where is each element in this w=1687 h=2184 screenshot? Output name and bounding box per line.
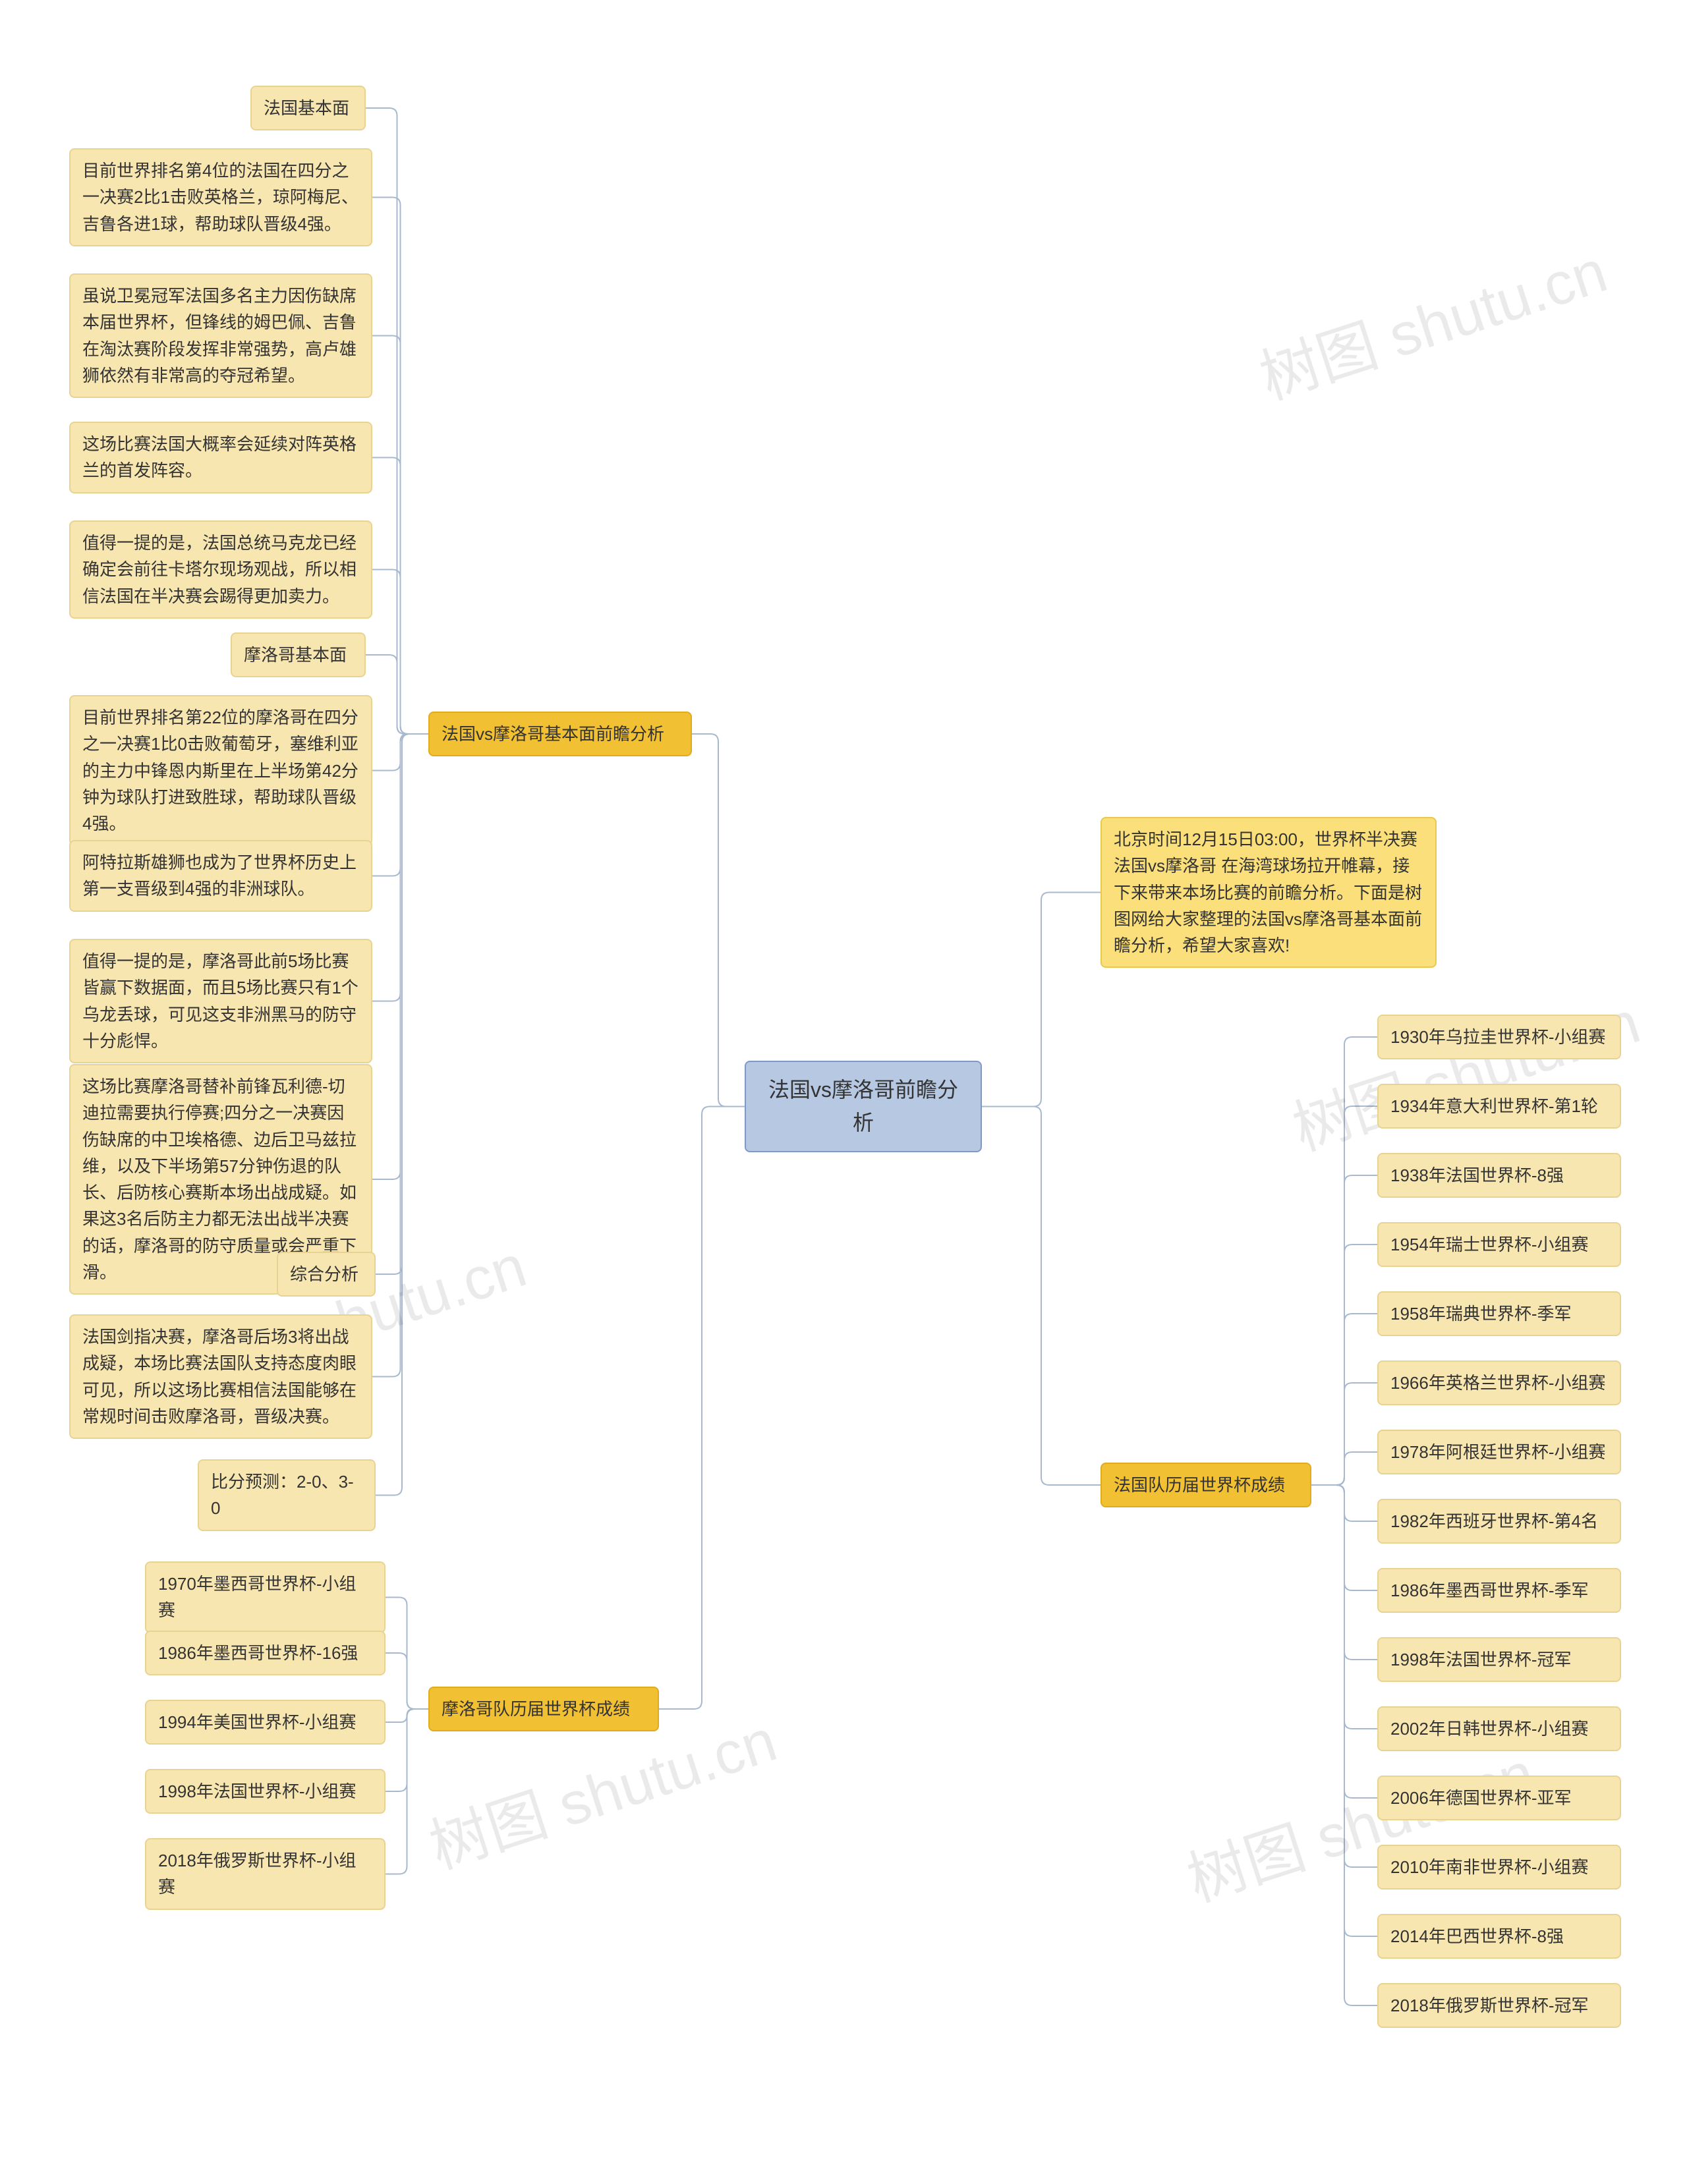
connector xyxy=(372,458,428,735)
connector xyxy=(1311,1485,1377,2005)
connector xyxy=(1311,1037,1377,1485)
connector xyxy=(372,734,428,1377)
mindmap-node-b-mo-head: 摩洛哥基本面 xyxy=(231,632,366,677)
connector xyxy=(1311,1383,1377,1485)
connector xyxy=(372,734,428,1179)
mindmap-node-fr-1998: 1998年法国世界杯-冠军 xyxy=(1377,1637,1621,1682)
mindmap-node-morocco-hist: 摩洛哥队历届世界杯成绩 xyxy=(428,1687,659,1731)
connector xyxy=(386,1709,428,1791)
mindmap-node-b-score: 比分预测：2-0、3-0 xyxy=(198,1459,376,1531)
mindmap-node-b-mo-3: 值得一提的是，摩洛哥此前5场比赛皆赢下数据面，而且5场比赛只有1个乌龙丢球，可见… xyxy=(69,939,372,1063)
mindmap-node-b-comp-head: 综合分析 xyxy=(277,1252,376,1297)
connector xyxy=(372,570,428,735)
connector xyxy=(1311,1314,1377,1485)
mindmap-node-fr-1934: 1934年意大利世界杯-第1轮 xyxy=(1377,1084,1621,1129)
mindmap-node-fr-1978: 1978年阿根廷世界杯-小组赛 xyxy=(1377,1430,1621,1474)
mindmap-node-mo-1998: 1998年法国世界杯-小组赛 xyxy=(145,1769,386,1814)
connector xyxy=(1311,1485,1377,1729)
connector xyxy=(1311,1106,1377,1485)
mindmap-node-b-fr-1: 目前世界排名第4位的法国在四分之一决赛2比1击败英格兰，琼阿梅尼、吉鲁各进1球，… xyxy=(69,148,372,246)
mindmap-node-fr-2014: 2014年巴西世界杯-8强 xyxy=(1377,1914,1621,1959)
connector xyxy=(386,1653,428,1709)
connector xyxy=(1311,1485,1377,1590)
connector xyxy=(372,734,428,876)
mindmap-node-fr-1986: 1986年墨西哥世界杯-季军 xyxy=(1377,1568,1621,1613)
mindmap-node-fr-1982: 1982年西班牙世界杯-第4名 xyxy=(1377,1499,1621,1544)
mindmap-node-fr-2006: 2006年德国世界杯-亚军 xyxy=(1377,1776,1621,1820)
connector xyxy=(1311,1485,1377,1521)
mindmap-node-fr-1938: 1938年法国世界杯-8强 xyxy=(1377,1153,1621,1198)
connector xyxy=(1311,1245,1377,1485)
mindmap-node-fr-1930: 1930年乌拉圭世界杯-小组赛 xyxy=(1377,1015,1621,1059)
connector xyxy=(372,734,428,771)
mindmap-node-intro: 北京时间12月15日03:00，世界杯半决赛 法国vs摩洛哥 在海湾球场拉开帷幕… xyxy=(1101,817,1437,968)
connector xyxy=(1311,1485,1377,1798)
connector xyxy=(386,1598,428,1710)
connector xyxy=(386,1709,428,1722)
connector xyxy=(386,1709,428,1874)
connector xyxy=(982,893,1101,1107)
mindmap-node-b-fr-2: 虽说卫冕冠军法国多名主力因伤缺席本届世界杯，但锋线的姆巴佩、吉鲁在淘汰赛阶段发挥… xyxy=(69,273,372,398)
connector xyxy=(366,655,428,734)
mindmap-node-mo-1970: 1970年墨西哥世界杯-小组赛 xyxy=(145,1561,386,1633)
mindmap-node-fr-2010: 2010年南非世界杯-小组赛 xyxy=(1377,1845,1621,1890)
mindmap-node-fr-2018: 2018年俄罗斯世界杯-冠军 xyxy=(1377,1983,1621,2028)
mindmap-node-mo-1994: 1994年美国世界杯-小组赛 xyxy=(145,1700,386,1745)
mindmap-node-fr-2002: 2002年日韩世界杯-小组赛 xyxy=(1377,1706,1621,1751)
connector xyxy=(376,734,428,1496)
connector xyxy=(692,734,745,1107)
connector xyxy=(372,734,428,1001)
mindmap-node-basics: 法国vs摩洛哥基本面前瞻分析 xyxy=(428,712,692,756)
connector xyxy=(1311,1485,1377,1867)
connector xyxy=(1311,1485,1377,1936)
mindmap-node-fr-1958: 1958年瑞典世界杯-季军 xyxy=(1377,1291,1621,1336)
connector xyxy=(372,336,428,735)
mindmap-node-france-hist: 法国队历届世界杯成绩 xyxy=(1101,1463,1311,1507)
connector xyxy=(376,734,428,1274)
mindmap-node-mo-1986: 1986年墨西哥世界杯-16强 xyxy=(145,1631,386,1675)
mindmap-node-b-fr-4: 值得一提的是，法国总统马克龙已经确定会前往卡塔尔现场观战，所以相信法国在半决赛会… xyxy=(69,520,372,619)
watermark: 树图 shutu.cn xyxy=(1280,974,1649,1167)
mindmap-node-fr-1954: 1954年瑞士世界杯-小组赛 xyxy=(1377,1222,1621,1267)
mindmap-node-b-fr-head: 法国基本面 xyxy=(250,86,366,130)
connector xyxy=(372,198,428,735)
watermark: 树图 shutu.cn xyxy=(1247,223,1616,416)
mindmap-node-b-mo-1: 目前世界排名第22位的摩洛哥在四分之一决赛1比0击败葡萄牙，塞维利亚的主力中锋恩… xyxy=(69,695,372,846)
connector xyxy=(982,1107,1101,1486)
mindmap-node-b-fr-3: 这场比赛法国大概率会延续对阵英格兰的首发阵容。 xyxy=(69,422,372,493)
mindmap-node-b-mo-2: 阿特拉斯雄狮也成为了世界杯历史上第一支晋级到4强的非洲球队。 xyxy=(69,840,372,912)
connector xyxy=(1311,1452,1377,1485)
mindmap-node-mo-2018: 2018年俄罗斯世界杯-小组赛 xyxy=(145,1838,386,1910)
connector xyxy=(366,108,428,734)
mindmap-node-b-comp-1: 法国剑指决赛，摩洛哥后场3将出战成疑，本场比赛法国队支持态度肉眼可见，所以这场比… xyxy=(69,1314,372,1439)
connector xyxy=(1311,1485,1377,1660)
connector xyxy=(1311,1175,1377,1485)
mindmap-node-root: 法国vs摩洛哥前瞻分析 xyxy=(745,1061,982,1152)
mindmap-node-fr-1966: 1966年英格兰世界杯-小组赛 xyxy=(1377,1360,1621,1405)
connector xyxy=(659,1107,745,1710)
